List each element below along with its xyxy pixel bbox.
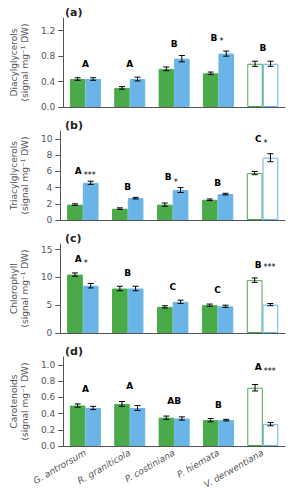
svg-text:***: *** [84, 171, 96, 180]
svg-text:V. derwentiana: V. derwentiana [202, 448, 265, 490]
svg-text:(signal mg⁻¹ DW): (signal mg⁻¹ DW) [20, 136, 30, 214]
svg-text:10: 10 [41, 272, 53, 282]
svg-text:4: 4 [47, 183, 53, 193]
svg-text:0.8: 0.8 [41, 51, 56, 61]
svg-text:P. costiniana: P. costiniana [123, 448, 176, 485]
svg-text:2: 2 [47, 199, 53, 209]
svg-text:0.2: 0.2 [41, 425, 55, 435]
svg-text:8: 8 [47, 150, 53, 160]
svg-text:Triacylglycerols: Triacylglycerols [9, 141, 19, 211]
svg-text:B: B [124, 268, 131, 278]
svg-text:B: B [255, 260, 262, 270]
svg-text:(signal mg⁻¹ DW): (signal mg⁻¹ DW) [20, 362, 30, 440]
svg-text:G. antrorsum: G. antrorsum [31, 447, 88, 486]
svg-text:C: C [255, 134, 262, 144]
svg-text:(signal mg⁻¹ DW): (signal mg⁻¹ DW) [20, 23, 30, 101]
svg-text:C: C [169, 282, 176, 292]
svg-text:(b): (b) [65, 119, 83, 132]
svg-text:B: B [171, 39, 178, 49]
svg-text:A: A [82, 59, 89, 69]
svg-text:Chlorophyll: Chlorophyll [9, 263, 19, 314]
svg-text:*: * [219, 37, 223, 46]
svg-text:A: A [75, 166, 82, 176]
svg-text:***: *** [264, 367, 276, 376]
svg-text:1.0: 1.0 [41, 360, 56, 370]
svg-text:0.6: 0.6 [41, 392, 56, 402]
svg-text:A: A [255, 362, 262, 372]
svg-text:P. hiemata: P. hiemata [175, 447, 221, 480]
svg-text:0.4: 0.4 [41, 77, 56, 87]
svg-text:A: A [126, 59, 133, 69]
svg-text:A: A [126, 381, 133, 391]
svg-text:0.8: 0.8 [41, 376, 56, 386]
svg-text:A: A [75, 254, 82, 264]
svg-text:1.2: 1.2 [41, 26, 55, 36]
svg-text:6: 6 [47, 166, 53, 176]
svg-text:AB: AB [167, 396, 181, 406]
svg-text:Carotenoids: Carotenoids [9, 374, 19, 428]
svg-text:(d): (d) [65, 345, 83, 358]
svg-text:B: B [259, 43, 266, 53]
svg-text:0.0: 0.0 [41, 441, 56, 451]
svg-text:0: 0 [47, 215, 53, 225]
svg-text:A: A [82, 384, 89, 394]
svg-text:Diacylglycerols: Diacylglycerols [9, 28, 19, 96]
svg-text:B: B [214, 178, 221, 188]
svg-text:*: * [264, 139, 268, 148]
svg-text:*: * [84, 259, 88, 268]
svg-text:0.4: 0.4 [41, 409, 56, 419]
svg-text:B: B [215, 400, 222, 410]
svg-text:B: B [211, 33, 218, 43]
svg-text:(c): (c) [65, 232, 82, 245]
svg-text:R. graniticola: R. graniticola [76, 448, 133, 486]
svg-text:15: 15 [41, 245, 52, 255]
svg-text:B: B [165, 172, 172, 182]
svg-text:C: C [214, 285, 221, 295]
svg-text:10: 10 [41, 134, 53, 144]
svg-text:(signal mg⁻¹ DW): (signal mg⁻¹ DW) [20, 249, 30, 327]
svg-text:0.0: 0.0 [41, 102, 56, 112]
svg-text:(a): (a) [65, 6, 82, 19]
svg-text:B: B [124, 182, 131, 192]
svg-text:5: 5 [47, 300, 53, 310]
svg-text:0: 0 [47, 328, 53, 338]
svg-text:*: * [174, 178, 178, 187]
svg-text:***: *** [264, 263, 276, 272]
